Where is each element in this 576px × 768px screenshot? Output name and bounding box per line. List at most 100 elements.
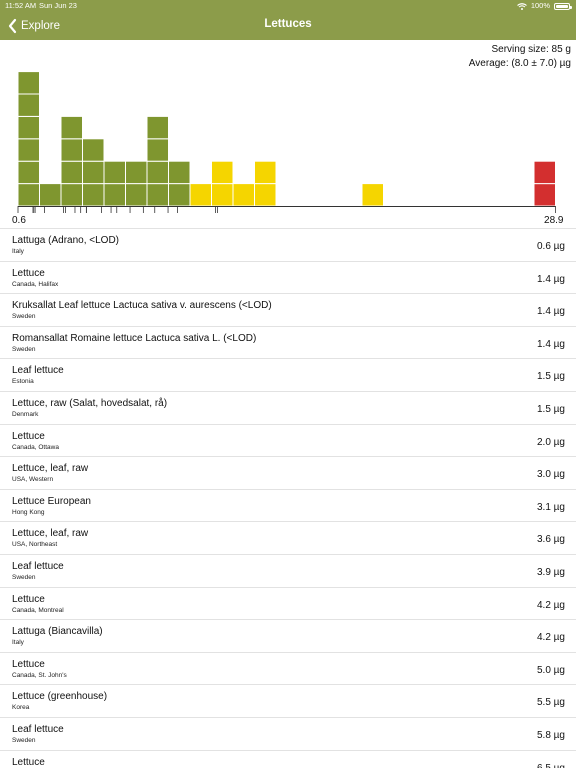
histogram-cell (60, 160, 83, 185)
histogram-cell (168, 183, 191, 207)
item-location: Italy (12, 639, 24, 647)
item-name: Lettuce (12, 267, 45, 279)
list-item[interactable]: Romansallat Romaine lettuce Lactuca sati… (0, 325, 576, 359)
item-value: 3.1 µg (536, 501, 565, 513)
item-location: Canada, Ottawa (12, 443, 59, 451)
item-value: 4.2 µg (536, 632, 565, 644)
list-item[interactable]: Lattuga (Biancavilla) Italy 4.2 µg (0, 619, 576, 652)
item-name: Leaf lettuce (12, 723, 64, 735)
histogram-cell (146, 115, 169, 140)
nav-bar: 11:52 AM Sun Jun 23 100% Explore Lettuce… (0, 0, 576, 40)
food-list: Lattuga (Adrano, <LOD) Italy 0.6 µg Lettuce… (0, 228, 576, 768)
item-name: Lettuce, leaf, raw (12, 463, 89, 475)
x-min-label: 0.6 (12, 215, 26, 226)
list-item[interactable]: Lattuga (Adrano, <LOD) Italy 0.6 µg (0, 228, 576, 261)
wifi-icon (516, 2, 527, 10)
list-item[interactable]: Leaf lettuce Estonia 1.5 µg (0, 358, 576, 391)
list-item[interactable]: Lettuce Canada, Ottawa 2.0 µg (0, 423, 576, 457)
item-value: 0.6 µg (536, 241, 565, 252)
list-item[interactable]: Lettuce, leaf, raw USA, Western 3.0 µg (0, 456, 576, 489)
histogram-cell (146, 138, 169, 162)
serving-size: Serving size: 85 g (491, 44, 572, 55)
status-time: 11:52 AM (5, 1, 37, 10)
battery-percent: 100% (530, 1, 550, 10)
histogram-cell (82, 138, 105, 162)
item-name: Romansallat Romaine lettuce Lactuca sati… (12, 332, 257, 344)
chevron-left-icon (8, 18, 17, 34)
histogram-cell (60, 183, 83, 207)
item-name: Lettuce (12, 756, 45, 768)
histogram-cell (17, 160, 40, 185)
item-value: 5.0 µg (536, 664, 565, 676)
item-name: Lettuce (greenhouse) (12, 691, 108, 703)
battery-level (556, 4, 568, 8)
item-name: Lettuce, raw (Salat, hovedsalat, rå) (12, 397, 168, 409)
item-value: 5.8 µg (536, 729, 565, 741)
status-bar: 11:52 AM Sun Jun 23 100% (0, 0, 576, 12)
histogram-cell (82, 183, 105, 207)
histogram-cell (125, 183, 148, 207)
item-value: 1.4 µg (536, 273, 565, 285)
histogram-chart: 0.6 28.9 (12, 71, 564, 226)
histogram-cell (17, 115, 40, 140)
list-item[interactable]: Lettuce (greenhouse) Korea 5.5 µg (0, 684, 576, 717)
item-value: 2.0 µg (536, 436, 565, 448)
item-location: Estonia (12, 378, 34, 386)
histogram-cell (361, 183, 384, 207)
back-button-label: Explore (21, 20, 60, 32)
page-title: Lettuces (264, 18, 312, 30)
item-location: Denmark (12, 410, 39, 418)
list-item[interactable]: Leaf lettuce Sweden 5.8 µg (0, 716, 576, 750)
histogram-cell (17, 183, 40, 207)
list-item[interactable]: Leaf lettuce Sweden 3.9 µg (0, 553, 576, 587)
list-item[interactable]: Lettuce Canada, St. John's 5.0 µg (0, 651, 576, 685)
back-button[interactable]: Explore (7, 16, 60, 36)
histogram-cell (17, 93, 40, 117)
item-location: Canada, St. John's (12, 671, 67, 679)
battery-icon (554, 2, 572, 10)
histogram-cell (60, 138, 83, 162)
item-location: Sweden (12, 736, 36, 744)
histogram-cell (146, 183, 169, 207)
item-name: Kruksallat Leaf lettuce Lactuca sativa v… (12, 300, 272, 312)
item-location: Korea (12, 704, 30, 712)
x-max-label: 28.9 (544, 215, 564, 226)
item-value: 3.0 µg (536, 469, 565, 481)
item-value: 1.5 µg (536, 403, 565, 415)
list-item[interactable]: Lettuce Canada, Halifax 1.4 µg (0, 260, 576, 294)
item-name: Lattuga (Adrano, <LOD) (12, 235, 120, 246)
histogram-cell (533, 183, 556, 207)
histogram-cell (82, 160, 105, 185)
status-date: Sun Jun 23 (39, 1, 77, 10)
histogram-cell (60, 115, 83, 140)
list-item[interactable]: Lettuce Canada, Montreal 4.2 µg (0, 586, 576, 620)
average-value: Average: (8.0 ± 7.0) µg (468, 58, 571, 69)
item-location: Hong Kong (12, 508, 45, 516)
list-item[interactable]: Lettuce European Hong Kong 3.1 µg (0, 488, 576, 522)
list-item[interactable]: Lettuce, raw (Salat, hovedsalat, rå) Denm… (0, 390, 576, 424)
histogram-cell (189, 183, 212, 207)
list-item[interactable]: Lettuce 6.5 µg (0, 749, 576, 768)
histogram-cell (254, 183, 277, 207)
status-indicators: 100% (516, 0, 572, 12)
item-name: Lettuce, leaf, raw (12, 528, 89, 540)
histogram-cell (17, 71, 40, 95)
item-value: 3.6 µg (536, 534, 565, 546)
histogram-cell (125, 160, 148, 185)
item-name: Lettuce (12, 430, 45, 442)
histogram-cell (211, 183, 234, 207)
item-value: 1.5 µg (536, 371, 565, 383)
list-item[interactable]: Kruksallat Leaf lettuce Lactuca sativa v… (0, 293, 576, 326)
histogram-cell (39, 183, 62, 207)
list-item[interactable]: Lettuce, leaf, raw USA, Northeast 3.6 µg (0, 521, 576, 554)
item-location: Italy (12, 248, 24, 255)
item-location: USA, Western (12, 476, 54, 484)
summary-info: Serving size: 85 g Average: (8.0 ± 7.0) … (469, 43, 571, 71)
item-location: Sweden (12, 313, 36, 321)
histogram-cell (168, 160, 191, 185)
histogram-cell (533, 160, 556, 185)
item-location: Canada, Montreal (12, 606, 64, 614)
item-name: Leaf lettuce (12, 560, 64, 572)
histogram-cell (211, 160, 234, 185)
item-name: Lettuce (12, 658, 45, 670)
